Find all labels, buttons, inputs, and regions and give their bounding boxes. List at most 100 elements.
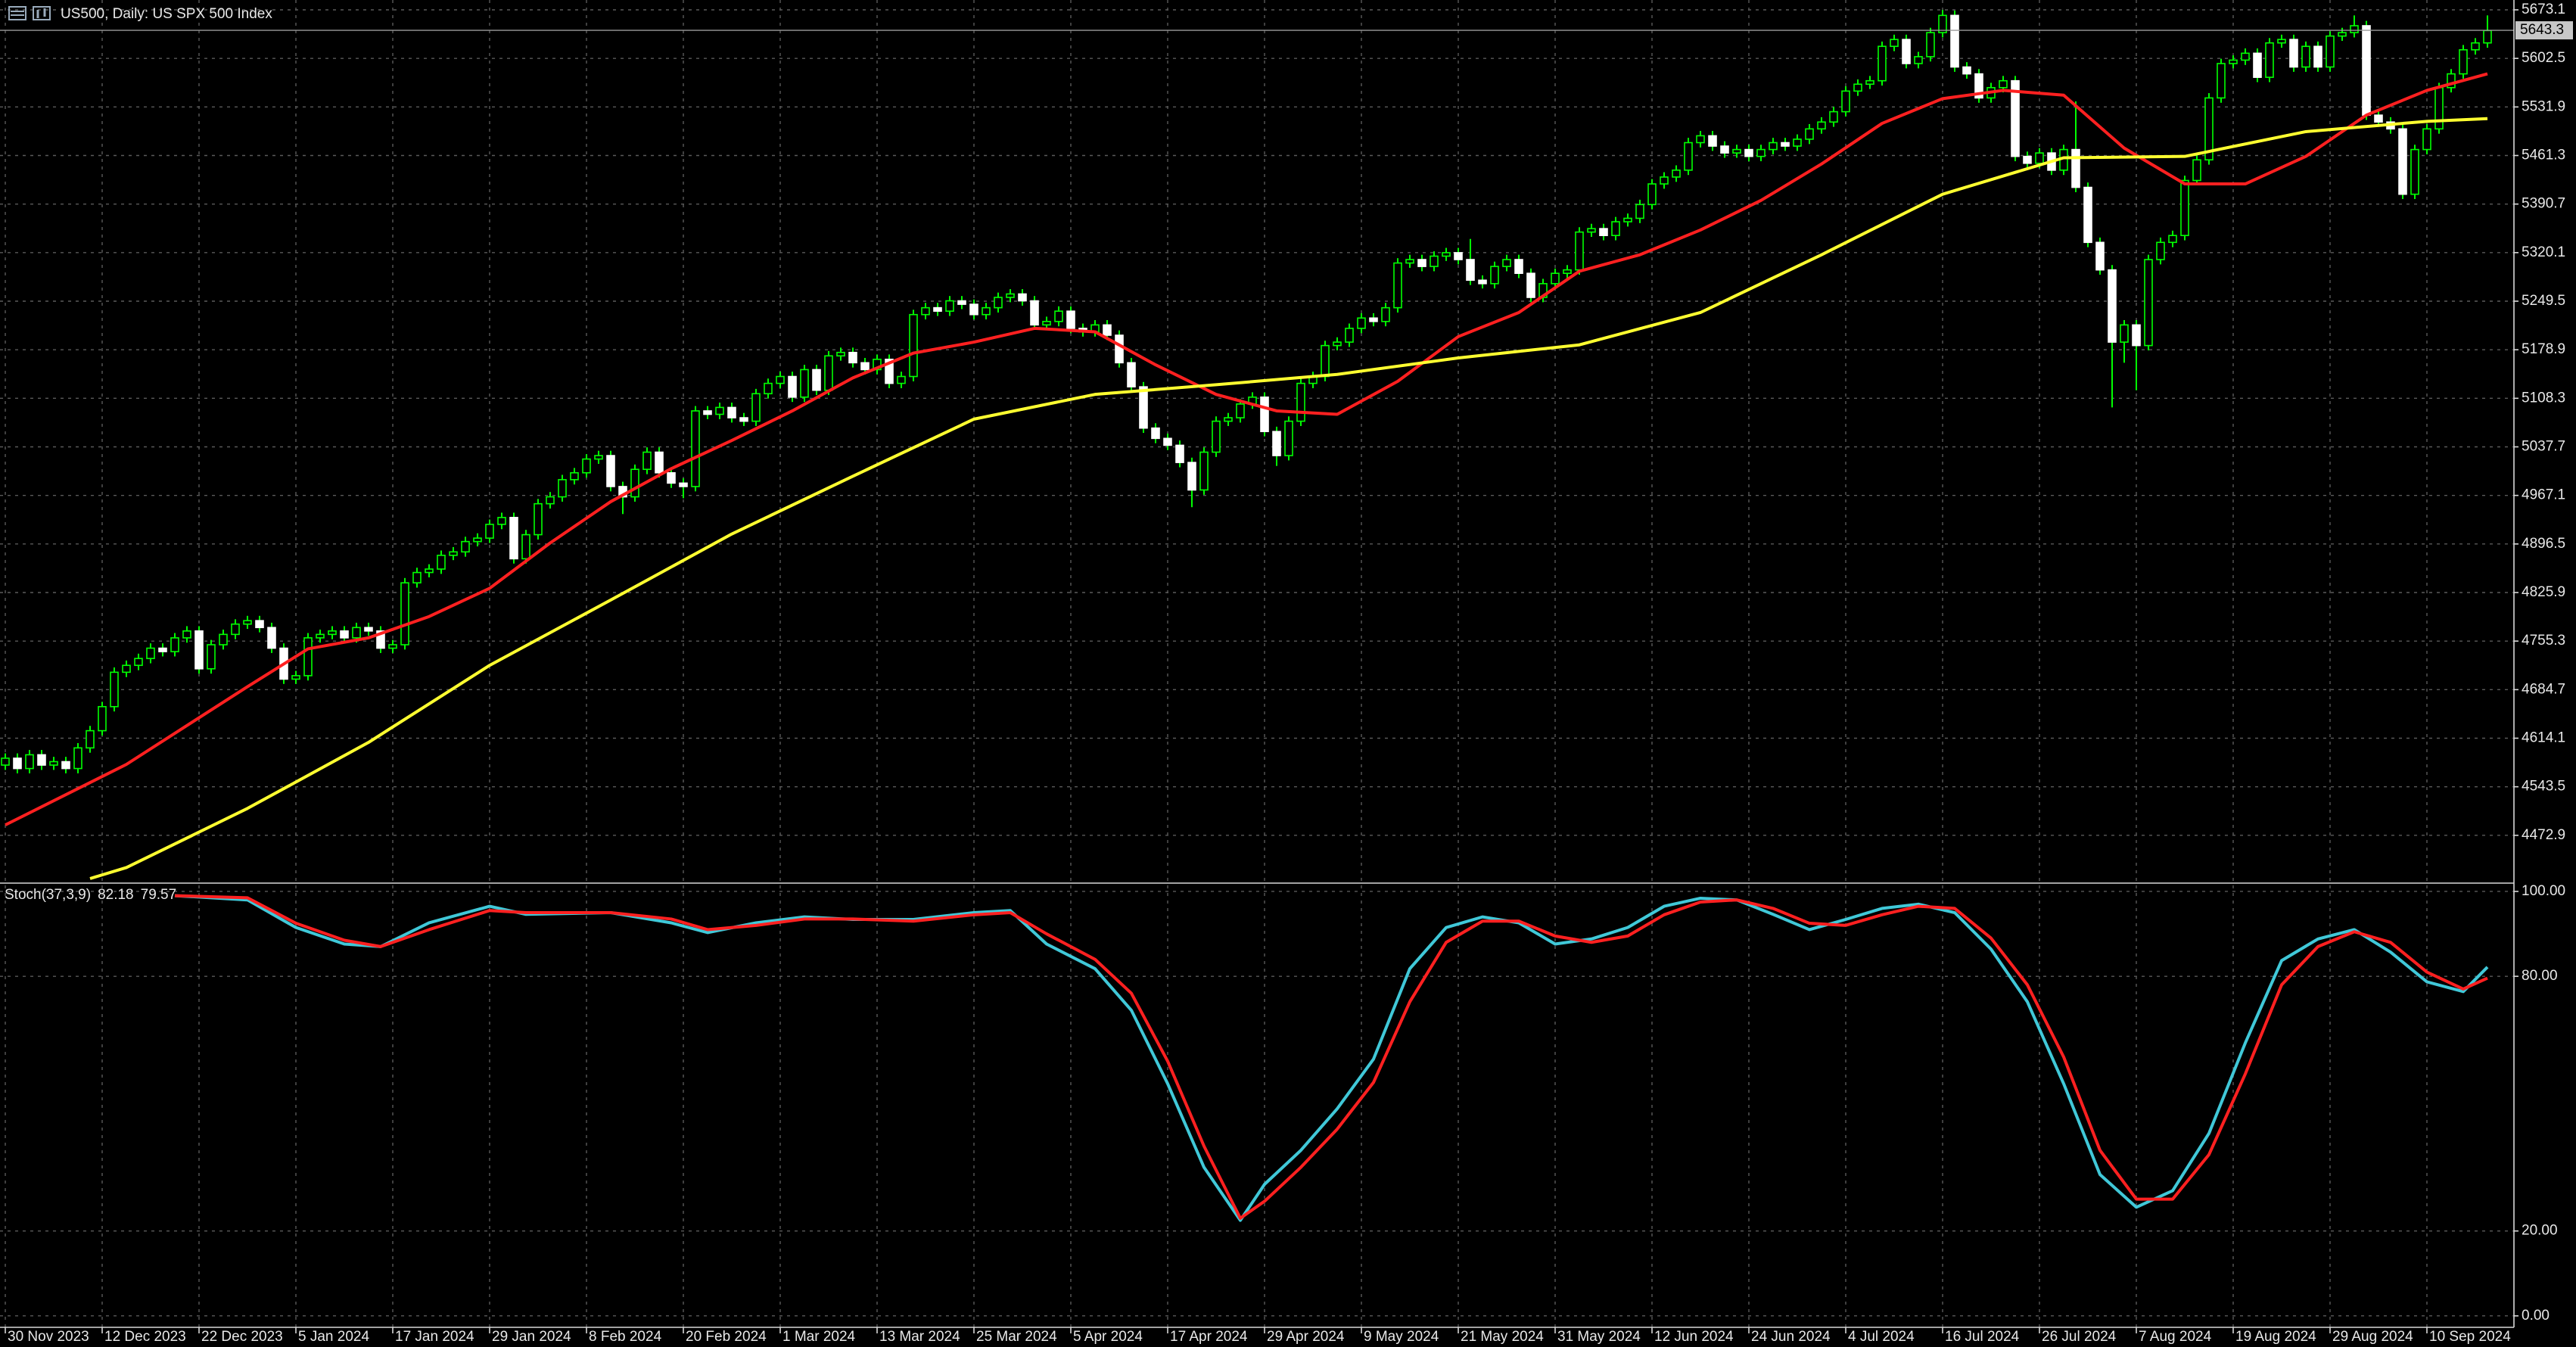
candle-body-bull [1502,259,1511,267]
candle-body-bull [1381,306,1390,322]
candle-body-bear [37,754,46,766]
y-tick-label: 0.00 [2522,1308,2550,1324]
candle-body-bull [1829,110,1838,123]
candle-body-bull [921,306,930,316]
candle-body-bull [1442,252,1451,257]
candle-body-bear [340,630,349,639]
candle-body-bear [1187,462,1196,491]
candle-body-bull [2422,128,2431,151]
candle-body-bull [800,369,809,398]
candle-body-bull [73,747,82,770]
candle-body-bull [582,458,591,474]
x-tick-label: 5 Apr 2024 [1073,1329,1143,1345]
candle-body-bear [1526,272,1535,298]
candle-body-bull [207,644,216,670]
candle-body-bear [2362,25,2371,116]
candle-body-bull [2434,86,2444,130]
candle-body-bull [2459,49,2468,75]
candle-body-bear [194,630,204,670]
x-tick-label: 20 Feb 2024 [686,1329,767,1345]
x-tick-label: 25 Mar 2024 [976,1329,1057,1345]
candle-body-bull [945,300,954,312]
candle-body-bear [2071,148,2080,188]
candle-body-bull [1587,228,1596,233]
y-tick-label: 5108.3 [2522,390,2565,406]
candle-body-bull [2120,324,2129,343]
candle-body-bull [546,496,555,505]
x-tick-label: 29 Apr 2024 [1267,1329,1345,1345]
candle-body-bear [2374,114,2383,123]
candle-body-bear [1139,386,1148,429]
candle-body-bull [2301,45,2310,68]
x-tick-label: 9 May 2024 [1364,1329,1439,1345]
candle-body-bear [267,627,276,649]
candle-body-bear [13,757,22,770]
x-tick-label: 16 Jul 2024 [1945,1329,2020,1345]
x-tick-label: 10 Sep 2024 [2429,1329,2511,1345]
candle-body-bull [219,633,228,646]
candle-body-bull [49,761,58,766]
candle-body-bear [655,451,664,474]
candle-body-bull [2156,241,2165,260]
x-tick-label: 17 Jan 2024 [395,1329,474,1345]
candle-body-bull [570,471,579,481]
candle-body-bull [1393,262,1402,309]
candle-body-bull [1890,39,1899,48]
candle-body-bull [122,664,131,674]
y-tick-label: 5602.5 [2522,50,2565,66]
x-tick-label: 31 May 2024 [1557,1329,1641,1345]
candle-body-bull [1635,204,1644,219]
y-tick-label: 100.00 [2522,883,2565,899]
candle-body-bear [1902,39,1911,64]
candle-body-bull [824,355,833,391]
candle-body-bull [1042,321,1051,326]
x-tick-label: 29 Jan 2024 [492,1329,571,1345]
candle-body-bull [1345,328,1354,343]
x-tick-label: 5 Jan 2024 [298,1329,369,1345]
candle-body-bear [2083,186,2092,244]
candle-body-bull [1611,221,1620,236]
candle-body-bull [2035,152,2044,164]
k-last-value: 82.18 [98,887,134,903]
candle-body-bear [1962,66,1971,75]
candle-body-bull [2447,73,2456,89]
candle-body-bear [848,351,857,364]
candle-body-bull [1793,138,1802,147]
y-tick-label: 4472.9 [2522,827,2565,843]
candle-body-bear [2095,241,2105,271]
candle-body-bull [1660,176,1669,185]
y-tick-label: 5531.9 [2522,98,2565,114]
last-price-label: 5643.3 [2520,22,2564,38]
candle-body-bear [1720,145,1729,154]
x-tick-label: 26 Jul 2024 [2042,1329,2117,1345]
y-tick-label: 20.00 [2522,1223,2558,1239]
candle-body-bear [933,306,942,312]
candle-body-bull [2180,179,2189,236]
candle-body-bear [885,358,894,384]
candle-body-bull [994,297,1003,309]
candle-body-bull [291,675,300,680]
candle-body-bull [1284,420,1293,456]
x-tick-label: 1 Mar 2024 [782,1329,856,1345]
candle-body-bull [328,630,337,636]
candle-body-bull [751,393,761,422]
y-tick-label: 80.00 [2522,968,2558,984]
x-tick-label: 30 Nov 2023 [8,1329,89,1345]
candle-body-bull [521,534,530,560]
candle-body-bear [667,471,676,484]
y-tick-label: 5461.3 [2522,148,2565,163]
candle-body-bull [1296,382,1305,422]
candle-body-bull [231,623,240,636]
candle-body-bull [2241,52,2250,61]
pane-1 [174,894,2489,1222]
x-tick-label: 21 May 2024 [1461,1329,1544,1345]
candle-body-bear [376,630,385,649]
candle-body-bear [1066,310,1075,329]
x-tick-label: 8 Feb 2024 [589,1329,662,1345]
candle-body-bear [969,303,978,316]
x-tick-label: 22 Dec 2023 [201,1329,283,1345]
candle-body-bull [594,455,603,460]
candle-body-bear [703,410,712,415]
candle-body-bull [316,633,325,639]
